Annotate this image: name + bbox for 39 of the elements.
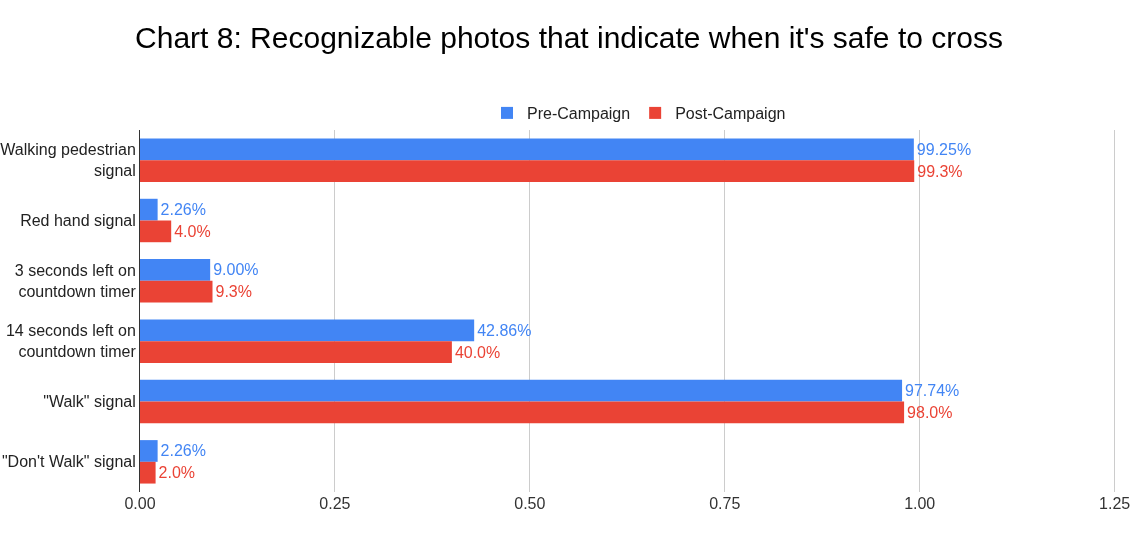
bar — [140, 341, 452, 363]
data-label: 40.0% — [454, 343, 501, 361]
data-label: 99.3% — [917, 162, 963, 180]
bar — [140, 198, 158, 221]
data-label: 9.3% — [215, 283, 252, 301]
y-tick-label: "Don't Walk" signal — [1, 453, 136, 471]
x-tick-label: 1.25 — [1099, 495, 1131, 512]
bar — [140, 440, 158, 462]
chart-title: Chart 8: Recognizable photos that indicate when it's safe to cross — [135, 21, 1003, 55]
x-tick-label: 1.00 — [904, 495, 936, 512]
data-label: 97.74% — [905, 382, 960, 400]
bar — [140, 461, 156, 484]
data-label: 99.25% — [916, 140, 972, 158]
legend-label: Pre-Campaign — [527, 105, 631, 123]
legend-label: Post-Campaign — [675, 105, 786, 123]
data-label: 98.0% — [907, 403, 953, 421]
data-label: 2.26% — [160, 442, 206, 460]
y-tick-label: Red hand signal — [20, 212, 136, 230]
bar — [140, 259, 211, 281]
x-tick-label: 0.25 — [319, 495, 351, 512]
bar — [140, 319, 475, 342]
x-tick-label: 0.50 — [514, 495, 546, 512]
bar — [140, 379, 903, 402]
x-tick-label: 0.75 — [709, 495, 741, 512]
y-tick-label: 14 seconds left on countdown timer — [5, 322, 137, 361]
x-tick-label: 0.00 — [124, 495, 156, 512]
data-label: 4.0% — [174, 222, 211, 240]
data-label: 42.86% — [477, 321, 532, 339]
data-label: 2.26% — [160, 201, 206, 219]
data-label: 2.0% — [158, 464, 196, 482]
data-label: 9.00% — [213, 261, 259, 279]
bar — [140, 280, 213, 303]
bar — [140, 160, 915, 182]
bar — [140, 401, 905, 424]
y-tick-label: 3 seconds left on countdown timer — [14, 262, 137, 300]
y-tick-label: Walking pedestrian signal — [0, 141, 136, 180]
bar — [140, 220, 172, 243]
bar — [140, 138, 914, 161]
y-tick-label: "Walk" signal — [43, 393, 136, 411]
